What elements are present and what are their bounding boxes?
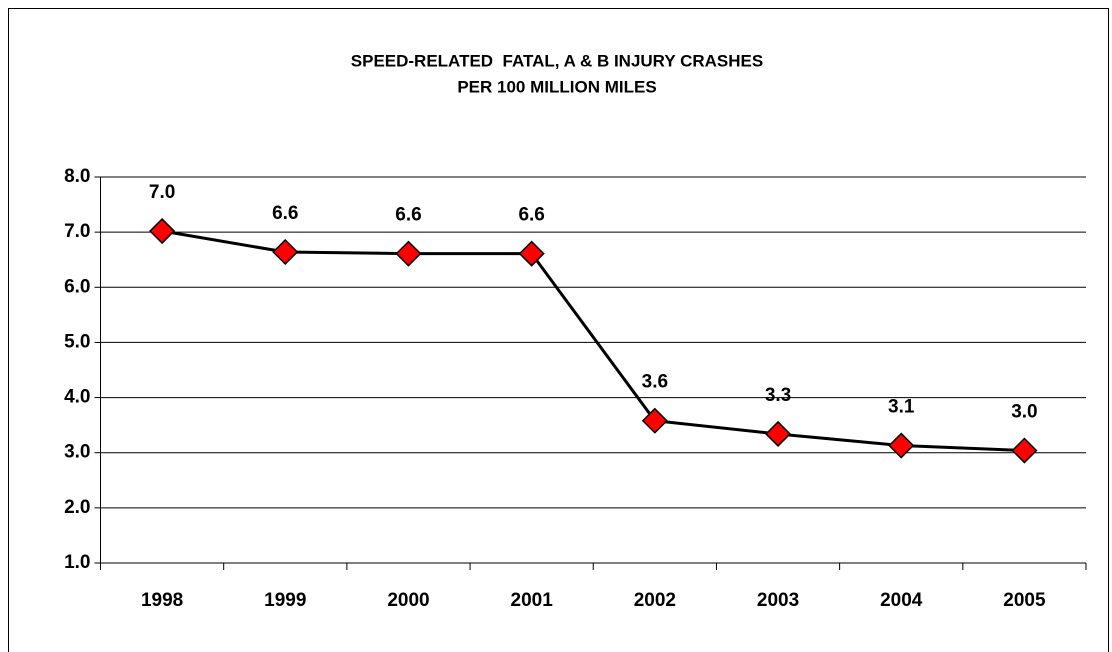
data-label: 3.3 [765, 385, 791, 406]
y-tick-label: 3.0 [64, 442, 90, 463]
data-marker [764, 420, 792, 448]
y-tick-label: 1.0 [64, 552, 90, 573]
data-marker [518, 240, 545, 267]
x-tick-label: 1998 [141, 590, 183, 611]
x-tick-label: 2000 [387, 590, 429, 611]
x-tick-label: 2005 [1003, 590, 1046, 611]
data-marker [149, 217, 176, 245]
data-label: 6.6 [272, 203, 298, 224]
y-tick-label: 6.0 [64, 276, 90, 297]
y-tick-label: 7.0 [64, 221, 90, 242]
x-tick-label: 2004 [880, 590, 923, 611]
x-tick-label: 2003 [757, 590, 799, 611]
data-marker [272, 238, 299, 266]
series-line [161, 229, 1025, 453]
data-label: 6.6 [518, 205, 544, 226]
data-label: 3.6 [642, 372, 668, 393]
data-marker [888, 432, 915, 459]
y-tick-label: 2.0 [64, 497, 90, 518]
y-tick-label: 4.0 [64, 387, 90, 408]
x-tick-label: 2001 [511, 590, 554, 611]
chart-subtitle: PER 100 MILLION MILES [457, 77, 656, 96]
x-tick-label: 2002 [634, 590, 676, 611]
data-label: 3.0 [1011, 402, 1037, 423]
data-marker [641, 407, 668, 434]
y-tick-label: 5.0 [64, 331, 90, 352]
data-marker [1011, 437, 1038, 464]
chart-title: SPEED-RELATED FATAL, A & B INJURY CRASHE… [351, 51, 763, 70]
chart-border [8, 8, 1109, 652]
data-label: 7.0 [149, 182, 175, 203]
data-label: 3.1 [888, 397, 915, 418]
y-tick-label: 8.0 [64, 166, 90, 187]
data-marker [395, 240, 422, 267]
data-label: 6.6 [395, 205, 421, 226]
x-tick-label: 1999 [264, 590, 306, 611]
